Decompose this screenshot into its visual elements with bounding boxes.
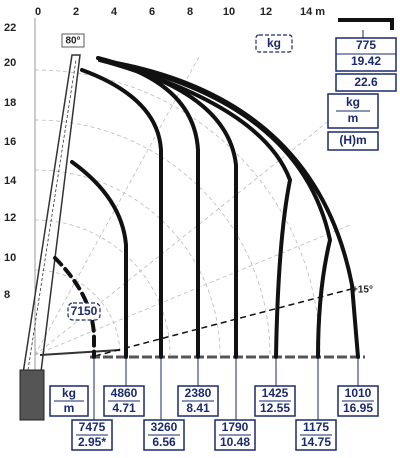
axis-left-label: 22 [4,22,16,34]
dashed-load: 7150 [71,304,98,318]
point-load: 1790 [222,420,249,434]
legend-unit-m: m [348,111,359,125]
axis-top-label: 0 [35,6,41,18]
point-load: 1425 [262,386,289,400]
point-radius: 16.95 [343,401,373,415]
axis-top-label: 2 [73,6,79,18]
legend-unit-kg: kg [346,95,360,109]
axis-left-label: 14 [4,175,17,187]
bottom-unit-kg: kg [62,386,76,400]
point-load: 2380 [185,386,212,400]
point-load: 7475 [79,420,106,434]
legend-unit-h: (H)m [339,133,366,147]
axis-top-label: 10 [223,6,235,18]
axis-top-label: 12 [260,6,272,18]
min-angle-line [94,287,356,357]
point-load: 4860 [111,386,138,400]
legend-load: 775 [356,38,376,52]
axis-left-label: 10 [4,252,16,264]
point-radius: 2.95* [78,435,106,449]
angle-box [61,33,85,48]
point-load: 3260 [151,420,178,434]
axis-top-label: 4 [111,6,118,18]
min-angle: +15° [352,285,373,296]
bottom-unit-m: m [64,401,75,415]
point-radius: 10.48 [220,435,250,449]
point-radius: 14.75 [301,435,331,449]
point-radius: 6.56 [152,435,176,449]
axis-left-label: 20 [4,57,16,69]
legend-radius: 19.42 [351,54,381,68]
dashed-load-box [67,302,101,321]
axis-left-label: 12 [4,212,16,224]
axis-top-label: 8 [187,6,193,18]
axis-top-label: 14 m [300,6,325,18]
point-load: 1010 [345,386,372,400]
axis-left-label: 8 [4,289,10,301]
load-curves [53,56,360,359]
axis-top-label: 6 [149,6,155,18]
unit-badge [255,34,293,53]
axis-left-label: 18 [4,97,16,109]
point-load: 1175 [303,420,329,434]
legend-height: 22.6 [354,75,378,89]
point-radius: 8.41 [186,401,210,415]
unit-badge-text: kg [267,36,281,50]
legend: 775 19.42 22.6 kg m (H)m [327,18,397,151]
axis-left-label: 16 [4,136,16,148]
boom [19,54,121,421]
point-radius: 12.55 [260,401,290,415]
point-radius: 4.71 [112,401,136,415]
max-angle: 80° [65,36,80,47]
